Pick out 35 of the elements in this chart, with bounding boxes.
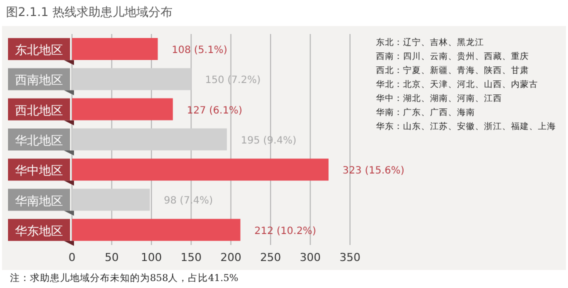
data-label: 212 (10.2%) (254, 226, 316, 237)
x-tick-label: 50 (104, 250, 119, 264)
text: 华南：广东、广西、海南 (376, 107, 476, 120)
text: 华北：北京、天津、河北、山西、内蒙古 (376, 79, 539, 92)
text: 华东：山东、江苏、安徽、浙江、福建、上海 (376, 120, 556, 134)
x-tick-label: 200 (220, 250, 242, 264)
x-tick-label: 150 (180, 250, 202, 264)
text: 华中：湖北、湖南、河南、江西 (376, 93, 503, 106)
data-label: 127 (6.1%) (186, 105, 242, 116)
x-tick-label: 0 (68, 250, 76, 264)
data-label: 323 (15.6%) (342, 166, 404, 177)
bar (72, 218, 240, 241)
bar (72, 98, 173, 120)
text: 西北：宁夏、新疆、青海、陕西、甘肃 (376, 64, 530, 78)
y-tick-label: 华东地区 (15, 224, 63, 238)
text: 东北：辽宁、吉林、黑龙江 (376, 36, 485, 50)
y-tick-label: 华中地区 (15, 164, 63, 178)
data-label: 108 (5.1%) (172, 45, 228, 56)
y-tick-label: 西南地区 (15, 73, 63, 88)
x-tick-label: 350 (340, 250, 360, 264)
y-tick-label: 华南地区 (15, 194, 63, 208)
x-tick-label: 300 (300, 250, 321, 264)
bar (72, 68, 192, 90)
bar (72, 38, 158, 60)
text: 注：求助患儿地域分布未知的为858人，占比41.5% (10, 272, 238, 285)
bar (72, 188, 150, 211)
bar (72, 158, 329, 181)
bar (72, 128, 227, 150)
y-tick-label: 华北地区 (15, 134, 63, 148)
x-tick-label: 250 (260, 250, 282, 264)
y-tick-label: 西北地区 (15, 103, 63, 118)
x-tick-label: 100 (140, 250, 162, 264)
chart-title: 图2.1.1 热线求助患儿地域分布 (6, 4, 172, 21)
text: 西南：四川、云南、贵州、西藏、重庆 (376, 51, 530, 64)
y-tick-label: 东北地区 (15, 43, 63, 58)
